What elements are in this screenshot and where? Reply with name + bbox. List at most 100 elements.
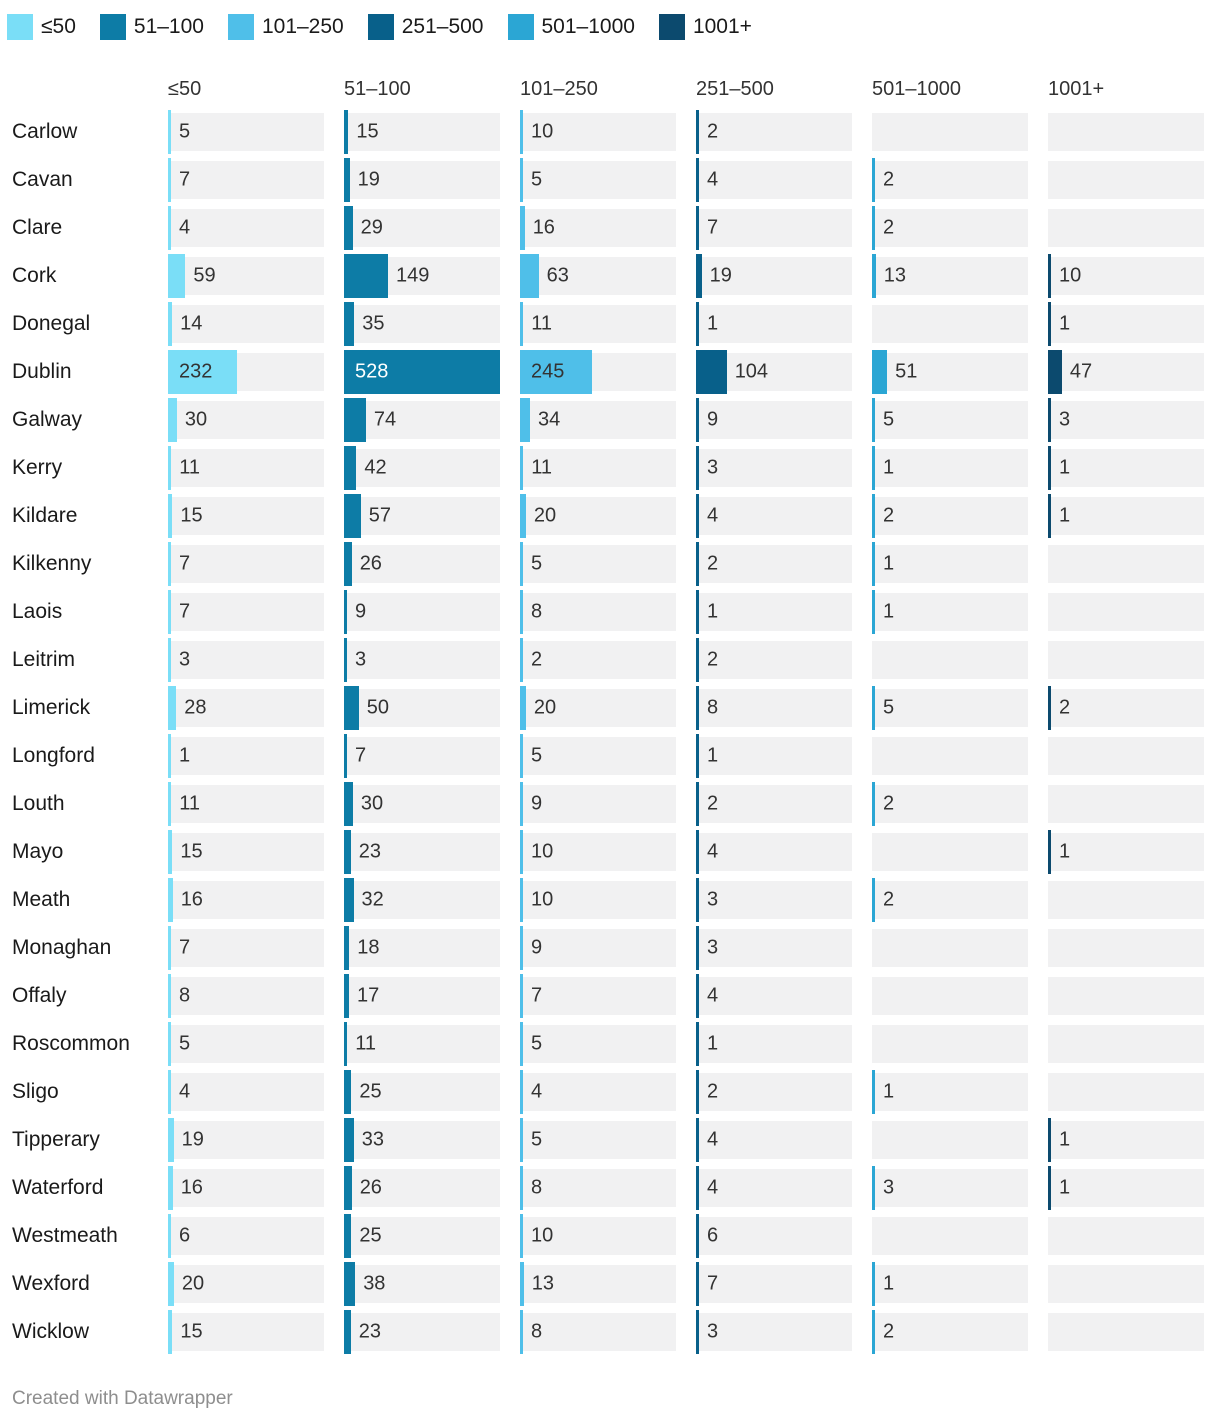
legend-item: 251–500 (367, 14, 484, 40)
bar-cell: 1 (1048, 446, 1204, 490)
bar-cell: 7 (344, 734, 500, 778)
bar (872, 494, 875, 538)
bar-value: 7 (355, 744, 367, 767)
bar-cell: 1 (872, 446, 1028, 490)
bar-value: 17 (357, 984, 380, 1007)
row-label: Longford (12, 744, 95, 767)
bar-value: 4 (707, 504, 719, 527)
bar-cell: 33 (344, 1118, 500, 1162)
bar (168, 158, 171, 202)
bar-value: 245 (531, 360, 565, 383)
bar-cell: 11 (344, 1022, 500, 1066)
bar-cell: 1 (168, 734, 324, 778)
bar-value: 2 (883, 216, 895, 239)
legend-label: 51–100 (133, 15, 204, 38)
bar (520, 782, 523, 826)
row-label: Roscommon (12, 1032, 130, 1055)
bar-value: 8 (179, 984, 191, 1007)
bar-cell: 23 (344, 1310, 500, 1354)
bar (696, 350, 727, 394)
bar-value: 11 (179, 456, 201, 479)
table-row: Meath 16 32 10 3 2 (12, 876, 1220, 924)
bar (168, 974, 171, 1018)
bar-cell (872, 833, 1028, 871)
bar-value: 1 (883, 552, 895, 575)
bar (344, 350, 500, 394)
bar (344, 926, 350, 970)
row-label: Waterford (12, 1176, 104, 1199)
bar-cell (1048, 1313, 1204, 1351)
bar-value: 25 (359, 1080, 382, 1103)
bar-value: 528 (355, 360, 389, 383)
bar (520, 878, 523, 922)
legend-item: ≤50 (7, 14, 76, 40)
bar-value: 13 (883, 264, 907, 287)
bar-cell: 1 (1048, 1118, 1204, 1162)
bar-value: 1 (1059, 504, 1071, 527)
bar (168, 1310, 173, 1354)
bar-cell: 6 (696, 1214, 852, 1258)
bar-cell (872, 641, 1028, 679)
legend-label: 101–250 (261, 15, 344, 38)
legend-item: 51–100 (99, 14, 204, 40)
bar (520, 638, 523, 682)
bar-cell: 9 (696, 398, 852, 442)
bar (872, 158, 875, 202)
legend-label: 251–500 (401, 15, 484, 38)
legend-swatch (507, 14, 534, 40)
bar-cell: 104 (696, 350, 852, 394)
bar-cell: 23 (344, 830, 500, 874)
bar-cell: 1 (696, 302, 852, 346)
bar-value: 232 (179, 360, 213, 383)
bar (168, 542, 171, 586)
bar-value: 5 (883, 408, 895, 431)
bar-value: 11 (531, 456, 553, 479)
table-row: Longford 1 7 5 1 (12, 732, 1220, 780)
bar-cell: 149 (344, 254, 500, 298)
bar-cell (872, 305, 1028, 343)
table-row: Sligo 4 25 4 2 1 (12, 1068, 1220, 1116)
bar-cell: 30 (344, 782, 500, 826)
bar-value: 1 (1059, 840, 1071, 863)
bar-cell: 47 (1048, 350, 1204, 394)
bar-value: 34 (538, 408, 561, 431)
bar-value: 1 (1059, 312, 1071, 335)
bar-cell: 10 (520, 110, 676, 154)
bar-value: 5 (179, 120, 191, 143)
bar-cell: 29 (344, 206, 500, 250)
bar (696, 254, 702, 298)
table-row: Cork 59 149 63 19 13 10 (12, 252, 1220, 300)
bar-cell: 15 (168, 1310, 324, 1354)
bar-cell: 34 (520, 398, 676, 442)
bar-cell (1048, 1217, 1204, 1255)
bar-cell: 11 (520, 446, 676, 490)
bar-cell: 57 (344, 494, 500, 538)
bar-cell: 25 (344, 1070, 500, 1114)
bar-value: 1 (707, 744, 719, 767)
bar (168, 734, 171, 778)
bar-value: 4 (707, 168, 719, 191)
bar-cell: 1 (696, 1022, 852, 1066)
bar-cell: 11 (520, 302, 676, 346)
bar-cell (1048, 737, 1204, 775)
bar (168, 686, 177, 730)
bar-value: 1 (1059, 1128, 1071, 1151)
bar-cell: 528 (344, 350, 500, 394)
bar-cell: 3 (696, 446, 852, 490)
bar-cell: 2 (872, 1310, 1028, 1354)
bar (520, 110, 523, 154)
bar-value: 3 (707, 456, 719, 479)
bar-cell: 15 (168, 494, 324, 538)
bar (696, 542, 699, 586)
bar-cell: 1 (696, 734, 852, 778)
bar-cell: 4 (168, 206, 324, 250)
table-row: Waterford 16 26 8 4 3 1 (12, 1164, 1220, 1212)
bar-value: 6 (179, 1224, 191, 1247)
bar-cell: 63 (520, 254, 676, 298)
bar (344, 782, 353, 826)
bar-value: 38 (363, 1272, 386, 1295)
bar-value: 13 (531, 1272, 555, 1295)
legend-swatch (7, 14, 33, 40)
bar (872, 1310, 875, 1354)
bar (872, 1070, 875, 1114)
